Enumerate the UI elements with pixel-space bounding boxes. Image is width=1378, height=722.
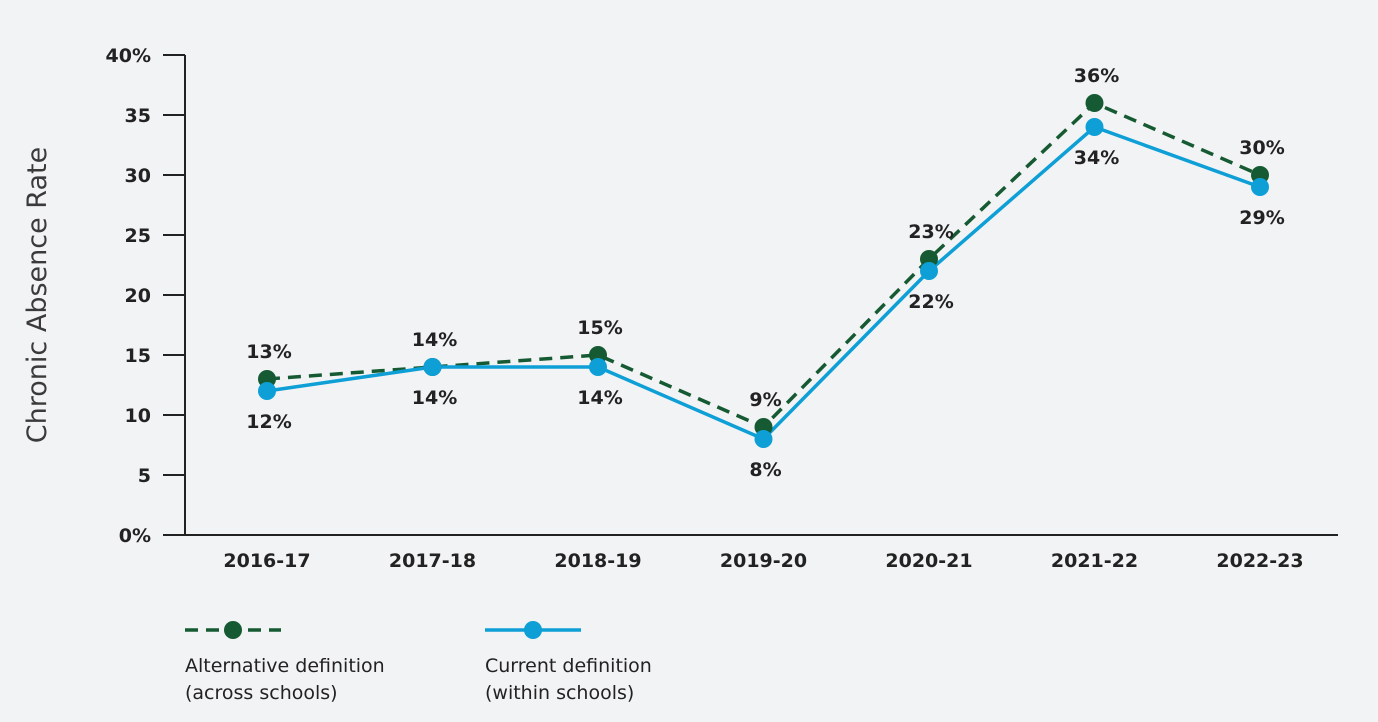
data-label: 29% (1239, 207, 1284, 229)
data-label: 12% (246, 411, 291, 433)
data-label: 15% (577, 317, 622, 339)
data-label: 14% (412, 387, 457, 409)
data-point (920, 262, 938, 280)
axes: 0% 5 10 15 20 25 30 35 40% 2016-17 2017-18 2018-19 2… (106, 45, 1338, 572)
data-point (1085, 118, 1104, 136)
legend-entry-text: (within schools) (485, 682, 634, 704)
data-point (423, 358, 442, 376)
y-tick-label: 20 (125, 285, 151, 307)
data-label: 8% (749, 459, 781, 481)
y-tick-label: 30 (125, 165, 151, 187)
x-tick-label: 2017-18 (389, 550, 476, 572)
y-tick-label: 40% (106, 45, 151, 67)
y-tick-label: 5 (138, 465, 151, 487)
data-point (1085, 94, 1104, 112)
data-label: 30% (1239, 137, 1284, 159)
x-tick-label: 2022-23 (1216, 550, 1303, 572)
y-tick-label: 0% (119, 525, 151, 547)
y-axis-label: Chronic Absence Rate (22, 147, 53, 443)
data-label: 34% (1074, 147, 1119, 169)
data-point (754, 430, 773, 448)
y-tick-label: 25 (125, 225, 151, 247)
legend-entry-text: Current definition (485, 655, 652, 677)
data-labels: 13% 14% 15% 9% 23% 36% 30% 12% 14% 14% 8% 22% 34% 29% (246, 65, 1284, 481)
data-label: 9% (749, 389, 781, 411)
y-tick-label: 10 (125, 405, 151, 427)
series-layer (258, 94, 1269, 448)
data-label: 22% (908, 291, 953, 313)
y-tick-label: 35 (125, 105, 151, 127)
x-tick-label: 2016-17 (223, 550, 310, 572)
legend: Alternative definition (across schools) Cu… (185, 621, 652, 704)
data-label: 23% (908, 221, 953, 243)
y-tick-label: 15 (125, 345, 151, 367)
legend-marker-0 (224, 621, 242, 639)
data-label: 13% (246, 341, 291, 363)
x-tick-label: 2019-20 (720, 550, 807, 572)
data-point (258, 382, 276, 400)
legend-marker-1 (524, 621, 542, 639)
data-label: 14% (412, 329, 457, 351)
x-tick-label: 2018-19 (554, 550, 641, 572)
data-label: 14% (577, 387, 622, 409)
x-tick-label: 2021-22 (1051, 550, 1138, 572)
data-point (1251, 178, 1269, 196)
legend-entry-text: Alternative definition (185, 655, 385, 677)
data-point (589, 358, 607, 376)
legend-entry-text: (across schools) (185, 682, 338, 704)
data-label: 36% (1074, 65, 1119, 87)
x-tick-label: 2020-21 (885, 550, 972, 572)
